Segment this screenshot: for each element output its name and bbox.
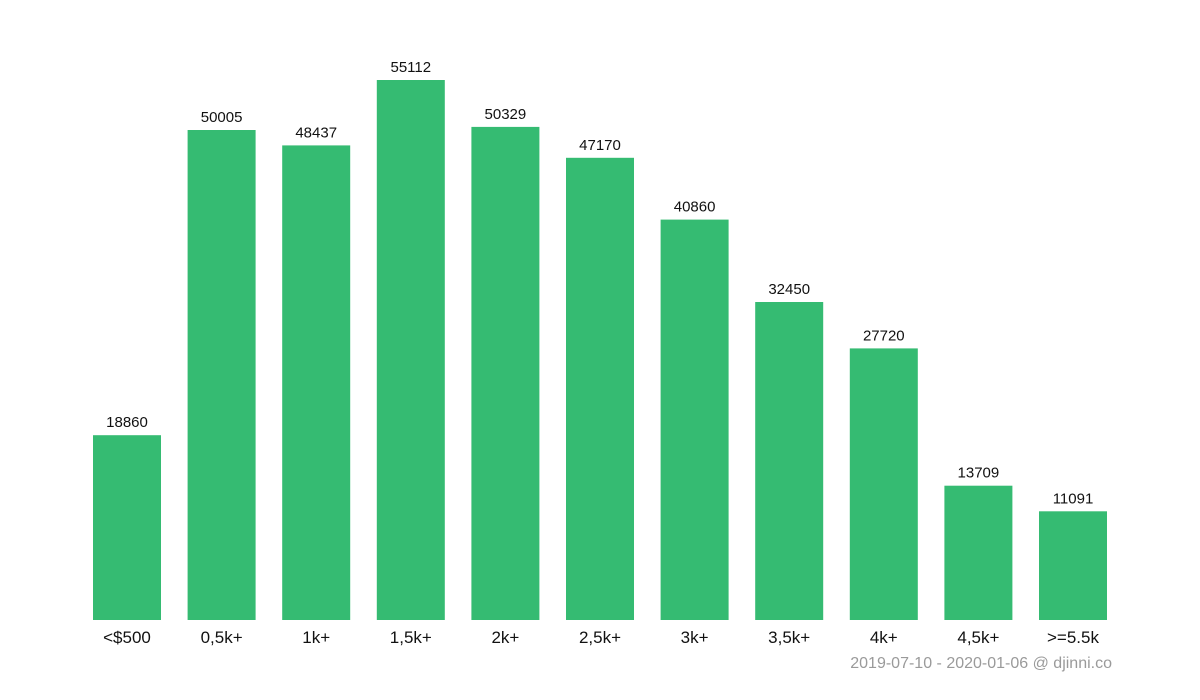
category-labels-group: <$500 0,5k+ 1k+ 1,5k+ 2k+ 2,5k+ 3k+ 3,5k+ 4k+ 4,5… — [103, 628, 1099, 647]
bar-value-label: 27720 — [863, 327, 905, 344]
x-tick-label: 0,5k+ — [201, 628, 243, 647]
x-tick-label: 1k+ — [302, 628, 330, 647]
bar — [187, 130, 256, 620]
bar — [1039, 511, 1107, 620]
x-tick-label: 2k+ — [491, 628, 519, 647]
x-tick-label: 3,5k+ — [768, 628, 810, 647]
bar-value-label: 11091 — [1053, 490, 1094, 507]
x-tick-label: 4,5k+ — [957, 628, 999, 647]
bar — [755, 302, 824, 620]
bar — [93, 435, 161, 620]
bar-value-label: 40860 — [674, 199, 716, 216]
bar — [849, 348, 918, 620]
x-tick-label: <$500 — [103, 628, 151, 647]
bar — [566, 157, 634, 621]
bar-value-label: 50329 — [485, 106, 527, 123]
bar-value-label: 55112 — [390, 59, 431, 76]
x-tick-label: 1,5k+ — [390, 628, 432, 647]
x-tick-label: 3k+ — [681, 628, 709, 647]
bar — [376, 80, 445, 620]
chart-footer-caption: 2019-07-10 - 2020-01-06 @ djinni.co — [850, 655, 1112, 672]
bar-value-label: 18860 — [106, 414, 148, 431]
bars-group — [93, 80, 1107, 621]
x-tick-label: >=5.5k — [1047, 628, 1099, 647]
bar-value-label: 32450 — [768, 281, 810, 298]
bar — [471, 126, 540, 621]
bar — [282, 145, 351, 620]
x-tick-label: 2,5k+ — [579, 628, 621, 647]
bar-value-label: 48437 — [295, 124, 337, 141]
bar — [660, 219, 729, 620]
bar-value-label: 47170 — [579, 137, 621, 154]
bar-value-label: 13709 — [958, 465, 1000, 482]
x-tick-label: 4k+ — [870, 628, 898, 647]
value-labels-group: 18860 50005 48437 55112 50329 47170 40860 32450… — [106, 59, 1093, 507]
bar-value-label: 50005 — [201, 109, 243, 126]
bar — [944, 485, 1013, 620]
